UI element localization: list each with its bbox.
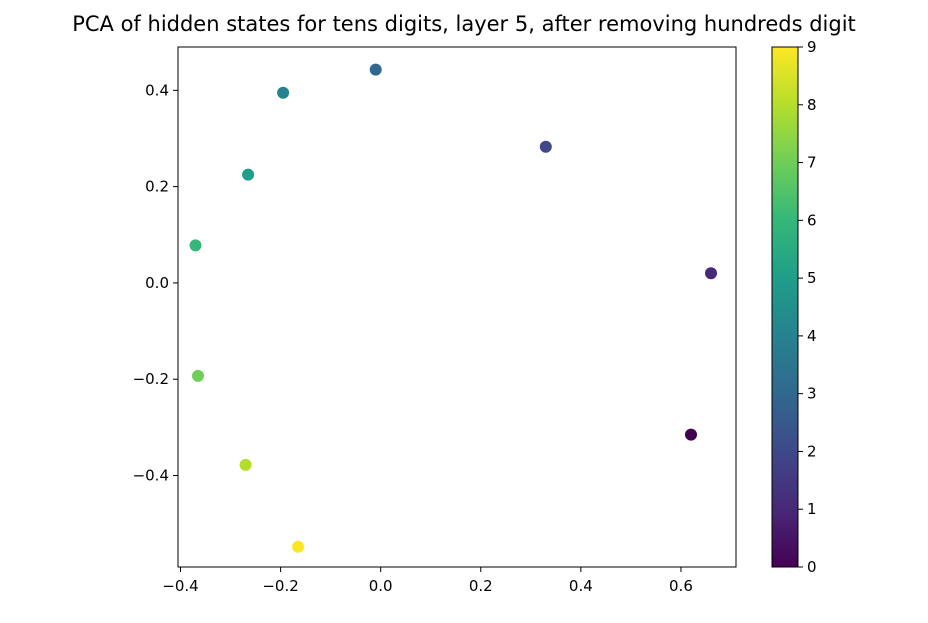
data-point-1 [705, 267, 717, 280]
data-point-7 [192, 369, 204, 382]
x-tick-label: −0.4 [162, 577, 198, 595]
data-point-6 [189, 239, 202, 252]
plot-frame [177, 46, 737, 568]
x-tick-label: 0.2 [469, 577, 493, 595]
colorbar-tick-label: 9 [807, 38, 817, 56]
y-tick-label: −0.4 [133, 467, 169, 485]
y-tick-label: 0.0 [145, 274, 169, 292]
data-point-2 [539, 140, 552, 153]
data-point-3 [369, 63, 382, 76]
colorbar: 0 1 2 3 4 5 6 7 8 9 [771, 38, 817, 576]
colorbar-tick-label: 8 [807, 96, 817, 114]
data-point-9 [292, 540, 305, 553]
data-point-0 [685, 428, 697, 441]
x-tick-label: 0.4 [569, 577, 593, 595]
colorbar-tick-label: 6 [807, 211, 817, 229]
colorbar-tick-label: 3 [807, 385, 817, 403]
colorbar-tick-label: 5 [807, 269, 817, 287]
data-point-8 [239, 458, 252, 471]
colorbar-tick-label: 2 [807, 442, 817, 460]
chart-title: PCA of hidden states for tens digits, la… [72, 12, 856, 36]
y-tick-label: 0.2 [145, 178, 169, 196]
y-tick-label: 0.4 [145, 81, 169, 99]
colorbar-tick-label: 0 [807, 558, 817, 576]
x-tick-label: 0.0 [369, 577, 393, 595]
data-point-4 [277, 86, 290, 99]
colorbar-tick-label: 1 [807, 500, 817, 518]
colorbar-tick-label: 4 [807, 327, 817, 345]
y-tick-label: −0.2 [133, 370, 169, 388]
data-point-5 [242, 168, 255, 181]
x-tick-label: −0.2 [262, 577, 298, 595]
colorbar-tick-label: 7 [807, 154, 817, 172]
plot-area: −0.4 −0.2 0.0 0.2 0.4 0.6 −0.4 −0.2 0.0 0.2 0.4 [133, 46, 737, 595]
colorbar-gradient [771, 46, 799, 568]
x-tick-label: 0.6 [669, 577, 693, 595]
